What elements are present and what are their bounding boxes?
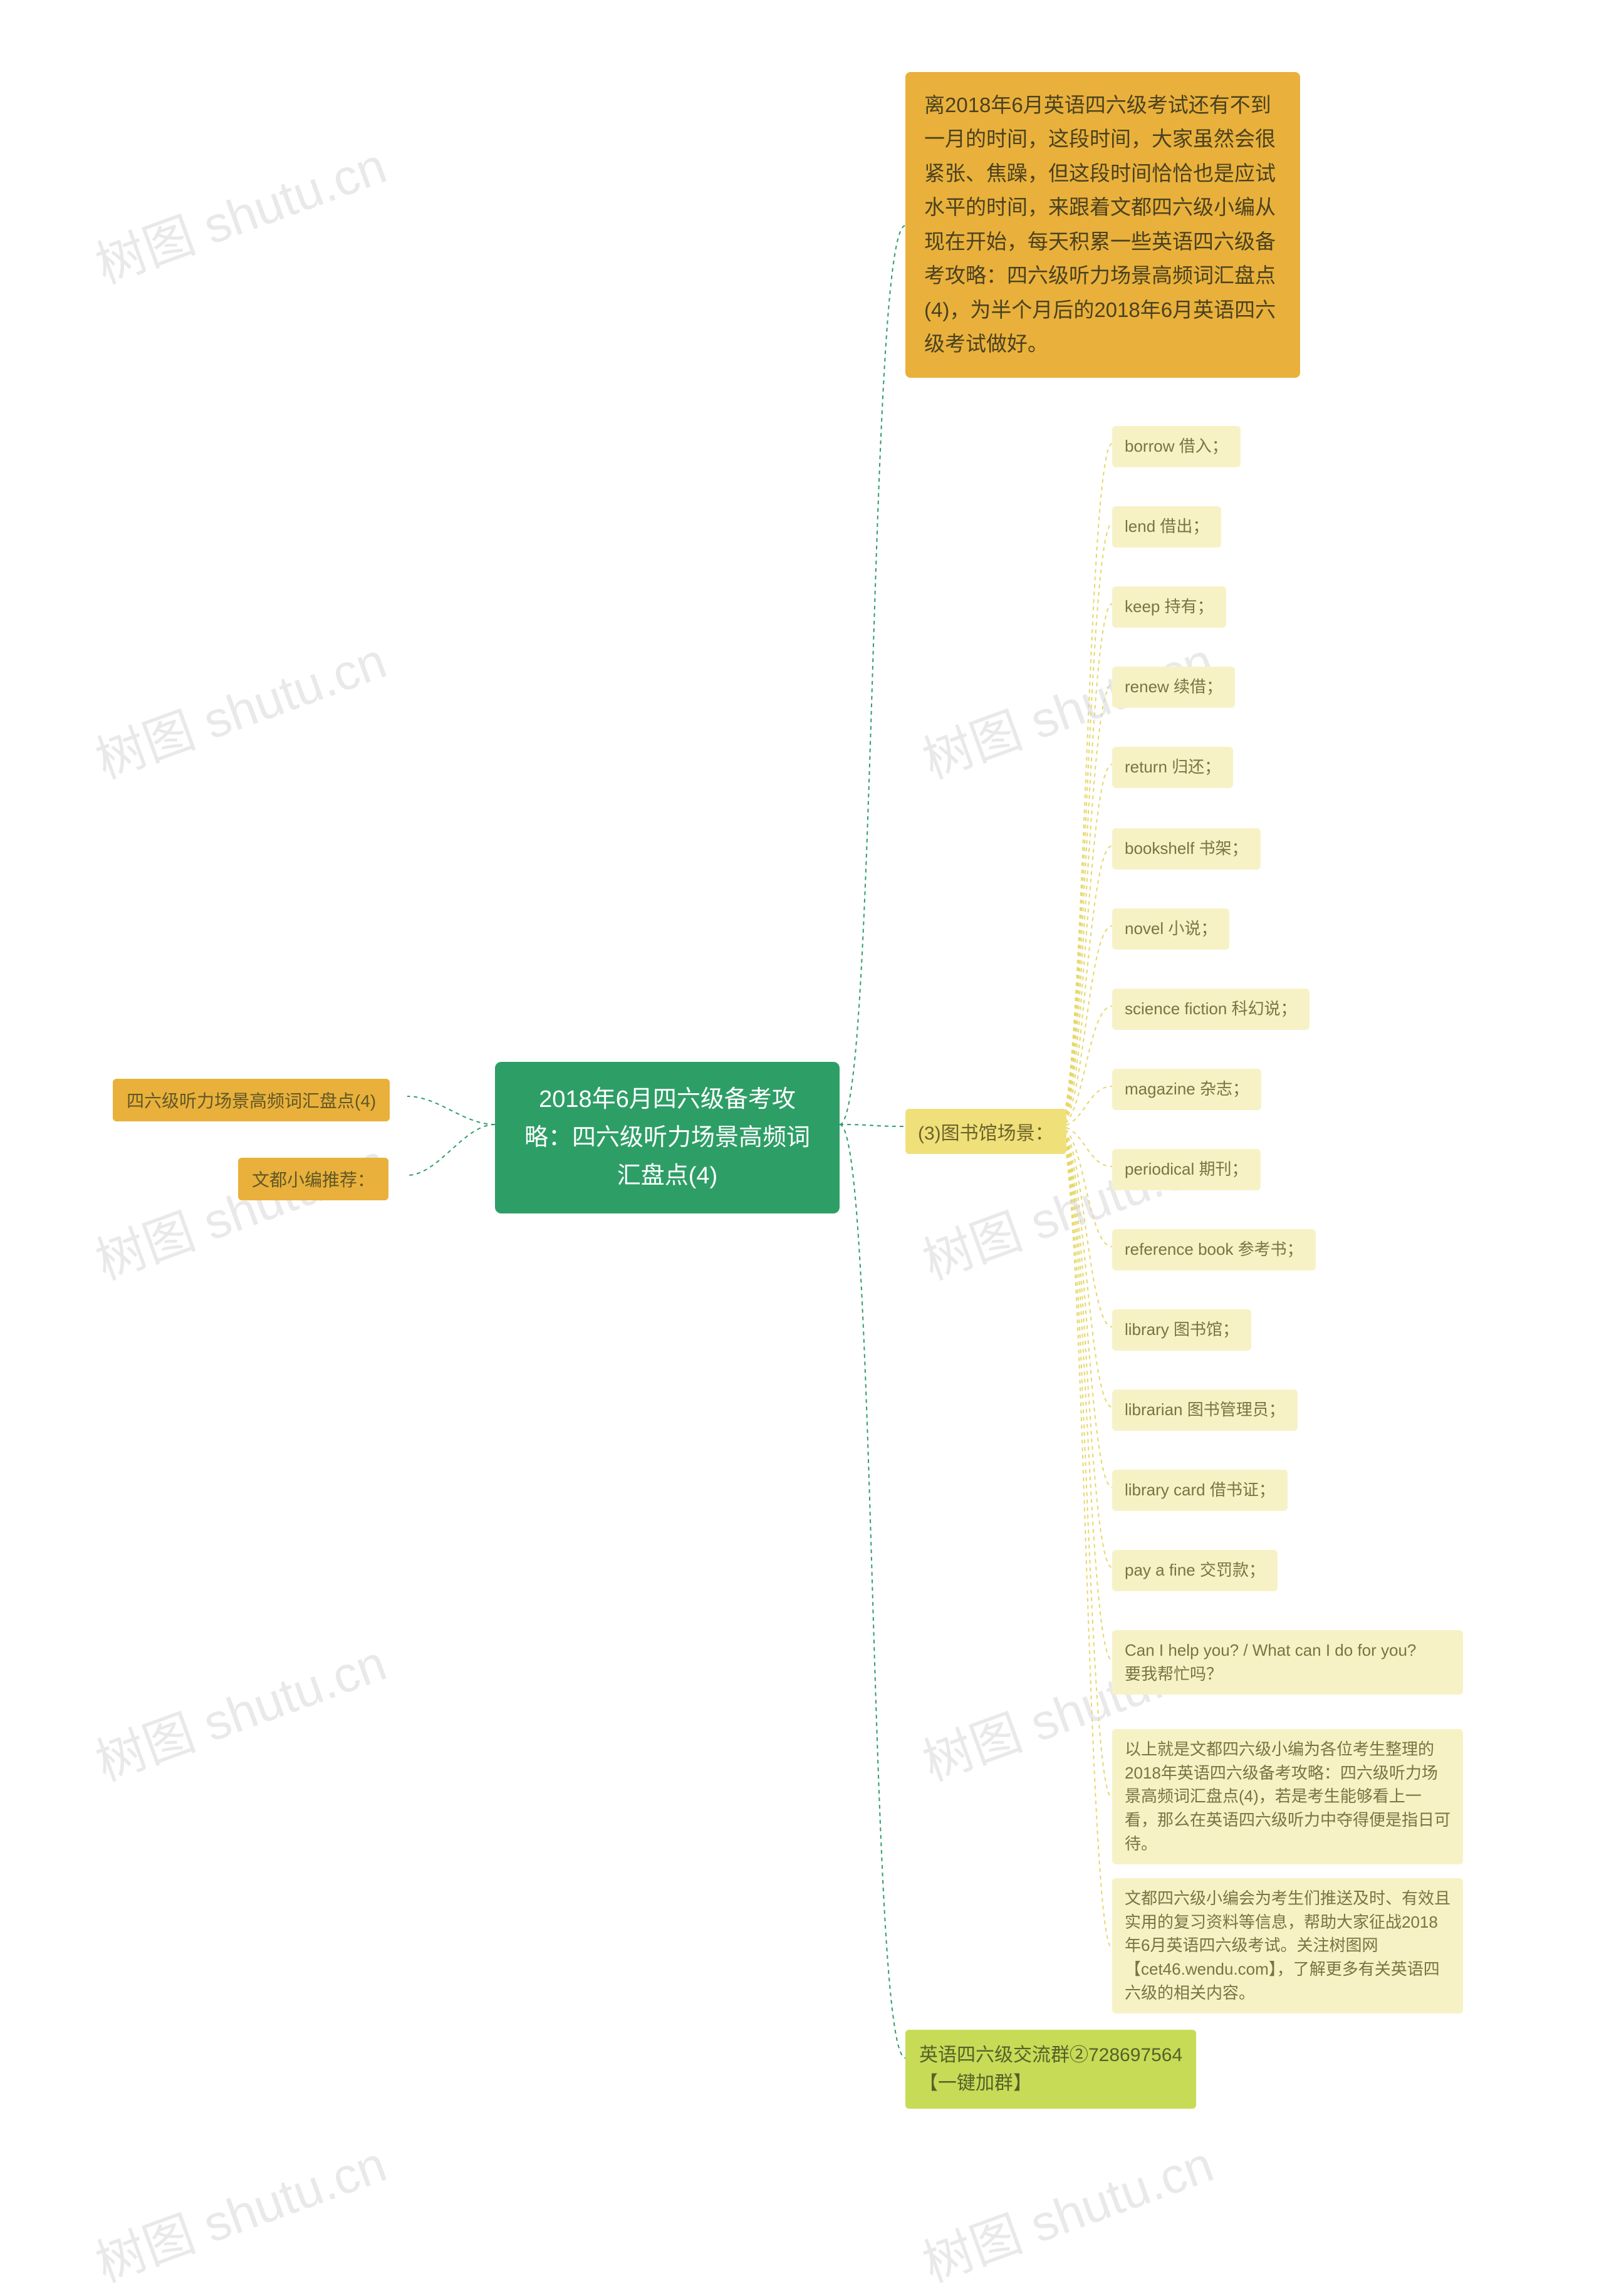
leaf-node-12: librarian 图书管理员；	[1112, 1390, 1298, 1431]
leaf-node-7: science fiction 科幻说；	[1112, 989, 1310, 1030]
watermark: 树图 shutu.cn	[85, 621, 395, 793]
left-node-recommend: 文都小编推荐：	[238, 1158, 388, 1200]
leaf-node-17: 文都四六级小编会为考生们推送及时、有效且实用的复习资料等信息，帮助大家征战201…	[1112, 1878, 1463, 2013]
leaf-node-5: bookshelf 书架；	[1112, 828, 1261, 870]
leaf-node-4: return 归还；	[1112, 747, 1233, 788]
leaf-node-13: library card 借书证；	[1112, 1470, 1288, 1511]
watermark: 树图 shutu.cn	[85, 1122, 395, 1294]
left-node-topic: 四六级听力场景高频词汇盘点(4)	[113, 1079, 390, 1121]
leaf-node-16: 以上就是文都四六级小编为各位考生整理的2018年英语四六级备考攻略：四六级听力场…	[1112, 1729, 1463, 1864]
description-node: 离2018年6月英语四六级考试还有不到一月的时间，这段时间，大家虽然会很紧张、焦…	[905, 72, 1300, 378]
leaf-node-6: novel 小说；	[1112, 908, 1229, 950]
root-node: 2018年6月四六级备考攻略：四六级听力场景高频词汇盘点(4)	[495, 1062, 840, 1213]
footer-group-node: 英语四六级交流群②728697564 【一键加群】	[905, 2030, 1196, 2109]
library-scene-node: (3)图书馆场景：	[905, 1109, 1066, 1154]
leaf-node-9: periodical 期刊；	[1112, 1149, 1261, 1190]
leaf-node-11: library 图书馆；	[1112, 1309, 1251, 1351]
leaf-node-14: pay a fine 交罚款；	[1112, 1550, 1278, 1591]
leaf-node-2: keep 持有；	[1112, 586, 1226, 628]
watermark: 树图 shutu.cn	[85, 2124, 395, 2296]
leaf-node-10: reference book 参考书；	[1112, 1229, 1316, 1270]
leaf-node-3: renew 续借；	[1112, 667, 1235, 708]
leaf-node-15: Can I help you? / What can I do for you?…	[1112, 1630, 1463, 1695]
watermark: 树图 shutu.cn	[85, 126, 395, 298]
leaf-node-0: borrow 借入；	[1112, 426, 1241, 467]
watermark: 树图 shutu.cn	[85, 1623, 395, 1795]
leaf-node-1: lend 借出；	[1112, 506, 1221, 548]
leaf-node-8: magazine 杂志；	[1112, 1069, 1261, 1110]
watermark: 树图 shutu.cn	[912, 2124, 1222, 2296]
